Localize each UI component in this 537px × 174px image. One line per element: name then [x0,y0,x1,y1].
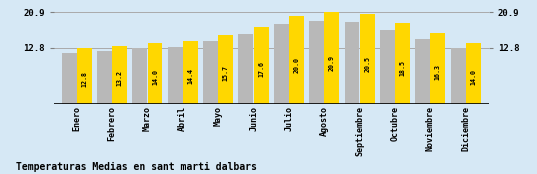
Bar [219,35,233,104]
Bar [77,48,92,104]
Bar [380,30,395,104]
Bar [451,48,466,104]
Text: 16.3: 16.3 [435,64,441,80]
Bar [133,48,147,104]
Text: 14.0: 14.0 [152,69,158,85]
Text: 20.0: 20.0 [293,57,300,73]
Bar [238,34,253,104]
Text: 20.9: 20.9 [329,55,335,71]
Bar [274,24,289,104]
Text: 18.5: 18.5 [400,60,405,76]
Bar [415,39,430,104]
Bar [466,43,481,104]
Bar [289,16,304,104]
Bar [148,43,162,104]
Bar [203,41,218,104]
Bar [324,12,339,104]
Bar [112,46,127,104]
Text: Temperaturas Medias en sant marti dalbars: Temperaturas Medias en sant marti dalbar… [16,162,257,172]
Bar [253,27,268,104]
Bar [168,47,183,104]
Text: 17.6: 17.6 [258,61,264,77]
Bar [62,53,76,104]
Text: 20.5: 20.5 [364,56,370,72]
Text: 14.0: 14.0 [470,69,476,85]
Bar [360,14,375,104]
Bar [309,21,324,104]
Text: 14.4: 14.4 [187,68,193,84]
Bar [183,41,198,104]
Text: 12.8: 12.8 [81,71,88,87]
Text: 13.2: 13.2 [117,70,122,86]
Bar [395,23,410,104]
Bar [431,33,445,104]
Bar [345,22,359,104]
Text: 15.7: 15.7 [223,65,229,81]
Bar [97,52,112,104]
